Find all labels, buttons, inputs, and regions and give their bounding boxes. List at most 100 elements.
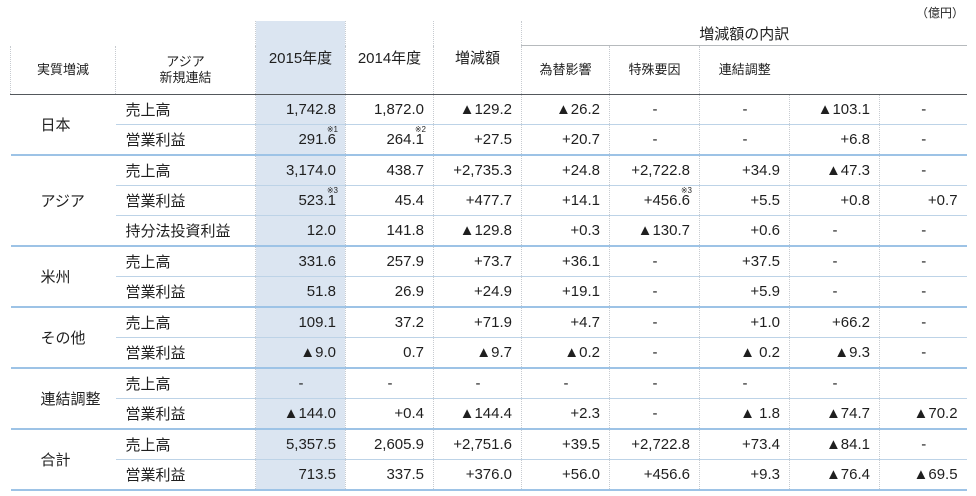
cell-value: 45.4 (394, 192, 424, 209)
value-cell: ▲74.7 (789, 398, 880, 429)
cell-value: ▲47.3 (825, 162, 870, 179)
value-cell: - (609, 276, 700, 307)
cell-value: ▲130.7 (637, 222, 690, 239)
metric-cell: 営業利益 (115, 398, 256, 429)
footnote-marker: ※1 (326, 125, 338, 134)
column-header-change: 増減額 (433, 21, 522, 95)
value-cell: +2,735.3 (433, 154, 522, 186)
cell-value: 337.5 (386, 466, 424, 483)
cell-value: 523.1 (298, 192, 336, 209)
value-cell: - (609, 398, 700, 429)
cell-value: - (921, 314, 927, 331)
table-header: 2015年度 2014年度 増減額 増減額の内訳 実質増減 アジア 新規連結 為… (10, 21, 967, 95)
value-cell: - (878, 245, 967, 277)
value-cell: +2,722.8 (609, 428, 700, 460)
cell-value: - (921, 222, 927, 239)
cell-value: +2,751.6 (453, 436, 512, 453)
cell-value: 51.8 (306, 283, 336, 300)
value-cell: ▲26.2 (521, 94, 610, 125)
value-cell: 331.6 (255, 245, 346, 277)
value-cell: 45.4 (345, 185, 434, 216)
cell-value: - (921, 253, 927, 270)
cell-value: - (475, 375, 481, 392)
table-row: アジア 売上高 3,174.0 438.7 +2,735.3 +24.8 +2,722.8 +… (10, 154, 967, 246)
cell-value: +73.7 (474, 253, 512, 270)
value-cell: - (699, 94, 790, 125)
value-cell: +14.1 (521, 185, 610, 216)
cell-value: +24.8 (562, 162, 600, 179)
value-cell: ▲ 1.8 (699, 398, 790, 429)
metric-cell: 売上高 (115, 306, 256, 338)
cell-value: ▲70.2 (913, 405, 958, 422)
value-cell: ▲103.1 (789, 94, 880, 125)
value-cell: +5.9 (699, 276, 790, 307)
value-cell: +56.0 (521, 459, 610, 491)
value-cell: - (878, 276, 967, 307)
region-cell: その他 (10, 306, 116, 368)
cell-value: 2,605.9 (373, 436, 424, 453)
value-cell: +477.7 (433, 185, 522, 216)
cell-value: 257.9 (386, 253, 424, 270)
value-cell: - (521, 367, 610, 399)
cell-value: ▲ 1.8 (740, 405, 780, 422)
value-cell: +9.3 (699, 459, 790, 491)
value-cell: - (789, 245, 880, 277)
cell-value: - (742, 131, 748, 148)
cell-value: +36.1 (562, 253, 600, 270)
corner-cell (11, 21, 256, 46)
cell-value: +24.9 (474, 283, 512, 300)
value-cell: 109.1 (255, 306, 346, 338)
value-cell: 37.2 (345, 306, 434, 338)
value-cell: +36.1 (521, 245, 610, 277)
value-cell: 1,872.0 (345, 94, 434, 125)
cell-value: 0.7 (403, 344, 424, 361)
footnote-marker: ※3 (326, 186, 338, 195)
value-cell: 713.5 (255, 459, 346, 491)
cell-value: +0.6 (750, 222, 780, 239)
cell-value: +37.5 (742, 253, 780, 270)
cell-value: 109.1 (298, 314, 336, 331)
value-cell: ▲9.0 (255, 337, 346, 368)
value-cell: ▲84.1 (789, 428, 880, 460)
footnote-marker: ※2 (414, 125, 426, 134)
value-cell: ▲9.3 (789, 337, 880, 368)
value-cell: - (609, 337, 700, 368)
cell-value: ▲129.2 (459, 101, 512, 118)
cell-value: +14.1 (562, 192, 600, 209)
value-cell: - (878, 94, 967, 125)
cell-value: - (921, 436, 927, 453)
table-row: その他 売上高 109.1 37.2 +71.9 +4.7 - +1.0 +66.2 - (10, 306, 967, 368)
region-cell: 合計 (10, 428, 116, 491)
cell-value: 12.0 (306, 222, 336, 239)
value-cell: - (878, 306, 967, 338)
cell-value: +0.4 (394, 405, 424, 422)
breakdown-group-header: 増減額の内訳 (520, 21, 967, 46)
value-cell: - (878, 154, 967, 186)
cell-value: ▲69.5 (913, 466, 958, 483)
header-row-sub: 実質増減 アジア 新規連結 為替影響 特殊要因 連結調整 (10, 45, 967, 95)
metric-cell: 持分法投資利益 (115, 215, 256, 246)
value-cell: +66.2 (789, 306, 880, 338)
value-cell: +19.1 (521, 276, 610, 307)
cell-value: 291.6 (298, 131, 336, 148)
cell-value: ▲26.2 (555, 101, 600, 118)
metric-cell: 売上高 (115, 94, 256, 125)
value-cell: +4.7 (521, 306, 610, 338)
value-cell: - (789, 367, 880, 399)
cell-value: 26.9 (394, 283, 424, 300)
cell-value: - (921, 131, 927, 148)
value-cell: ▲47.3 (789, 154, 880, 186)
value-cell: - (609, 94, 700, 125)
cell-value: - (652, 344, 658, 361)
value-cell: 26.9 (345, 276, 434, 307)
value-cell: ▲129.8 (433, 215, 522, 246)
cell-value: ▲0.2 (564, 344, 600, 361)
cell-value: ▲129.8 (459, 222, 512, 239)
value-cell: +20.7 (521, 124, 610, 155)
cell-value: +5.9 (750, 283, 780, 300)
value-cell: ▲9.7 (433, 337, 522, 368)
value-cell: ▲144.0 (255, 398, 346, 429)
value-cell: - (878, 215, 967, 246)
value-cell: 51.8 (255, 276, 346, 307)
metric-cell: 売上高 (115, 154, 256, 186)
